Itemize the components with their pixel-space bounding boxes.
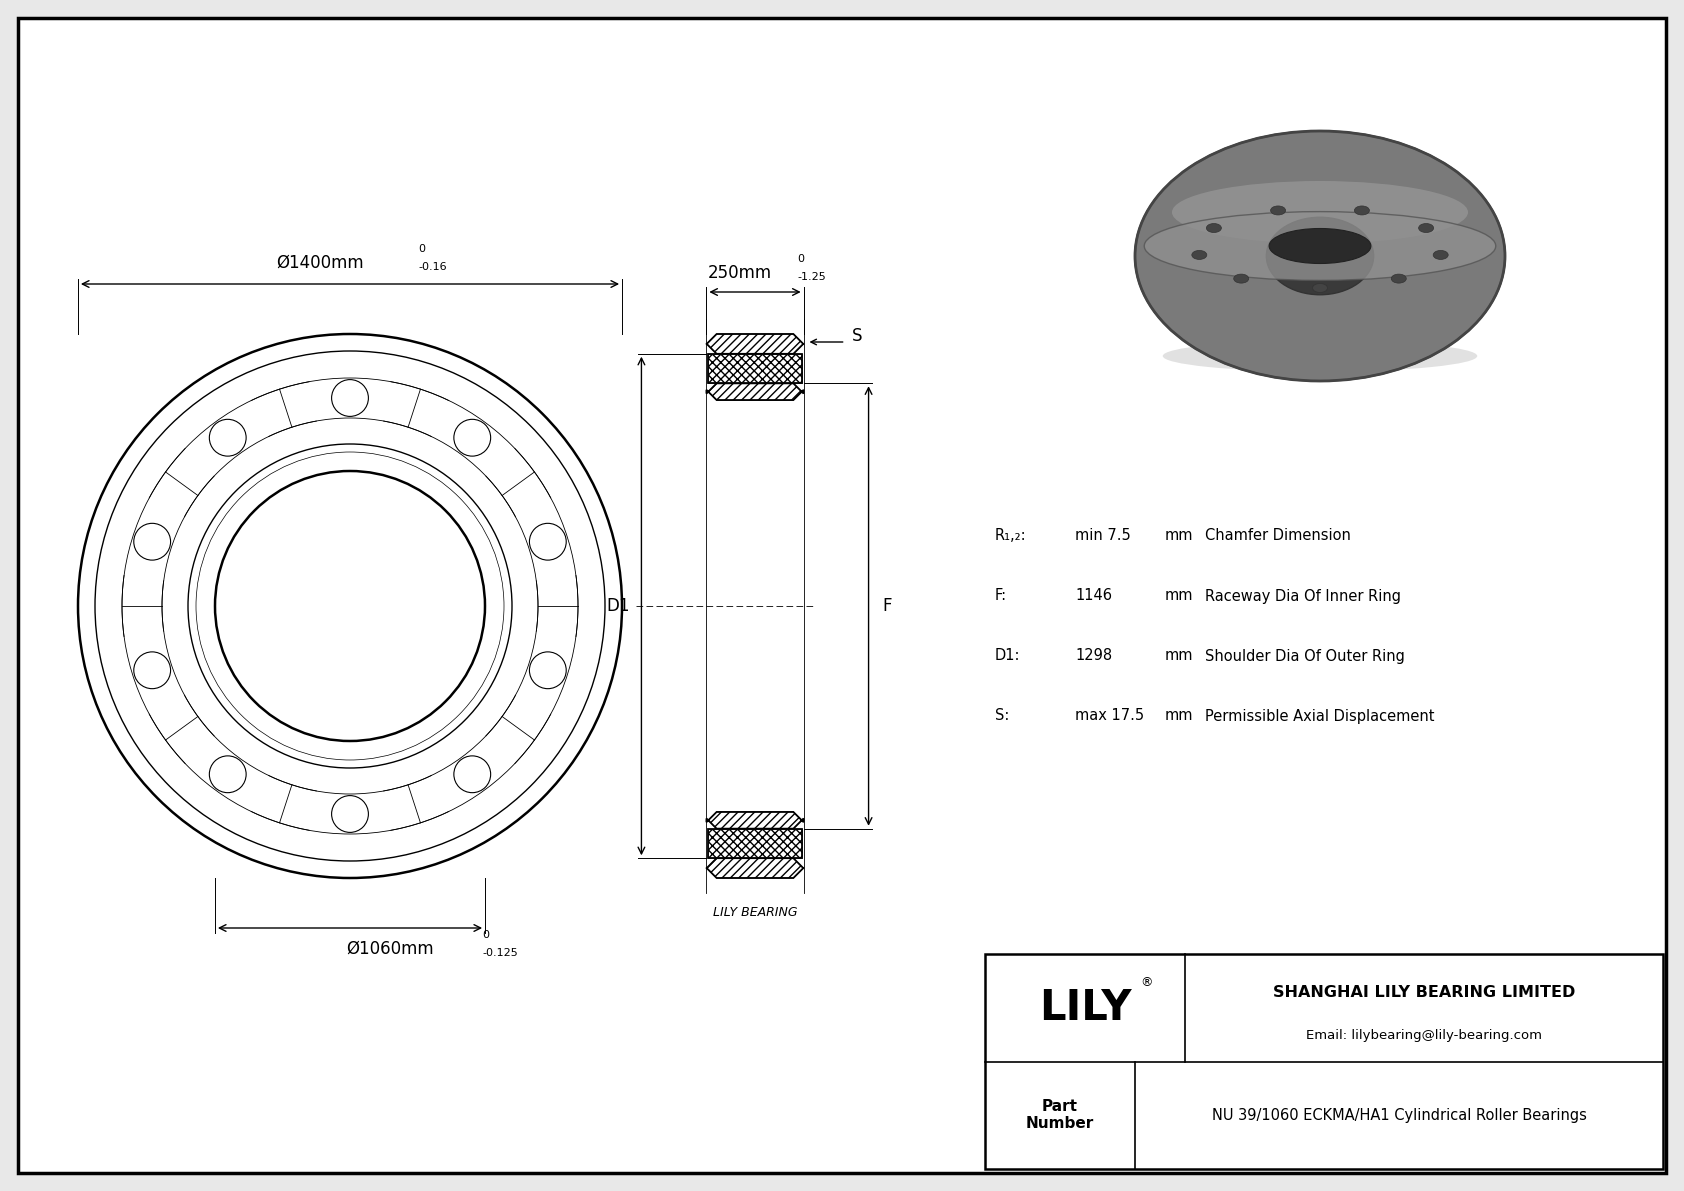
- Text: 0: 0: [418, 244, 424, 254]
- Ellipse shape: [1206, 224, 1221, 232]
- Bar: [985, 954, 1664, 1170]
- Ellipse shape: [1135, 131, 1505, 381]
- Text: R₁: R₁: [766, 376, 780, 386]
- Text: F:: F:: [995, 588, 1007, 604]
- Text: Part
Number: Part Number: [1026, 1099, 1095, 1131]
- Ellipse shape: [1270, 229, 1371, 263]
- Ellipse shape: [1192, 250, 1207, 260]
- Ellipse shape: [1433, 250, 1448, 260]
- Text: -1.25: -1.25: [797, 272, 825, 282]
- Text: D1: D1: [606, 597, 630, 615]
- Ellipse shape: [1266, 217, 1374, 294]
- Ellipse shape: [1271, 206, 1285, 214]
- Text: 1298: 1298: [1074, 649, 1111, 663]
- Text: Shoulder Dia Of Outer Ring: Shoulder Dia Of Outer Ring: [1206, 649, 1404, 663]
- Polygon shape: [706, 859, 803, 878]
- Text: NU 39/1060 ECKMA/HA1 Cylindrical Roller Bearings: NU 39/1060 ECKMA/HA1 Cylindrical Roller …: [1211, 1108, 1586, 1123]
- Text: mm: mm: [1165, 588, 1194, 604]
- Ellipse shape: [1418, 224, 1433, 232]
- Text: 0: 0: [482, 930, 488, 940]
- Ellipse shape: [1354, 206, 1369, 214]
- Text: Raceway Dia Of Inner Ring: Raceway Dia Of Inner Ring: [1206, 588, 1401, 604]
- Text: Ø1400mm: Ø1400mm: [276, 254, 364, 272]
- Text: Permissible Axial Displacement: Permissible Axial Displacement: [1206, 709, 1435, 723]
- Polygon shape: [709, 354, 802, 384]
- Ellipse shape: [1312, 283, 1327, 293]
- Text: mm: mm: [1165, 709, 1194, 723]
- Text: SHANGHAI LILY BEARING LIMITED: SHANGHAI LILY BEARING LIMITED: [1273, 985, 1575, 1000]
- Ellipse shape: [1143, 212, 1495, 280]
- Text: 0: 0: [797, 254, 803, 264]
- Text: mm: mm: [1165, 529, 1194, 543]
- Text: Email: lilybearing@lily-bearing.com: Email: lilybearing@lily-bearing.com: [1307, 1029, 1543, 1042]
- Text: min 7.5: min 7.5: [1074, 529, 1130, 543]
- Text: ®: ®: [1140, 977, 1154, 990]
- Text: LILY: LILY: [1039, 987, 1132, 1029]
- Text: mm: mm: [1165, 649, 1194, 663]
- Text: F: F: [882, 597, 893, 615]
- Ellipse shape: [1172, 181, 1468, 243]
- Text: S:: S:: [995, 709, 1009, 723]
- Text: -0.16: -0.16: [418, 262, 446, 272]
- Ellipse shape: [1234, 274, 1250, 283]
- Text: max 17.5: max 17.5: [1074, 709, 1143, 723]
- Polygon shape: [706, 812, 803, 829]
- Polygon shape: [706, 384, 803, 400]
- Text: 250mm: 250mm: [707, 264, 771, 282]
- Text: Chamfer Dimension: Chamfer Dimension: [1206, 529, 1351, 543]
- Ellipse shape: [1391, 274, 1406, 283]
- Ellipse shape: [1162, 341, 1477, 372]
- Text: D1:: D1:: [995, 649, 1021, 663]
- Text: 1146: 1146: [1074, 588, 1111, 604]
- Text: Ø1060mm: Ø1060mm: [347, 940, 434, 958]
- Text: -0.125: -0.125: [482, 948, 517, 958]
- Text: S: S: [852, 328, 862, 345]
- Polygon shape: [706, 333, 803, 354]
- Text: R₂: R₂: [749, 362, 763, 372]
- Text: LILY BEARING: LILY BEARING: [712, 906, 797, 919]
- Text: R₁,₂:: R₁,₂:: [995, 529, 1027, 543]
- Polygon shape: [709, 829, 802, 859]
